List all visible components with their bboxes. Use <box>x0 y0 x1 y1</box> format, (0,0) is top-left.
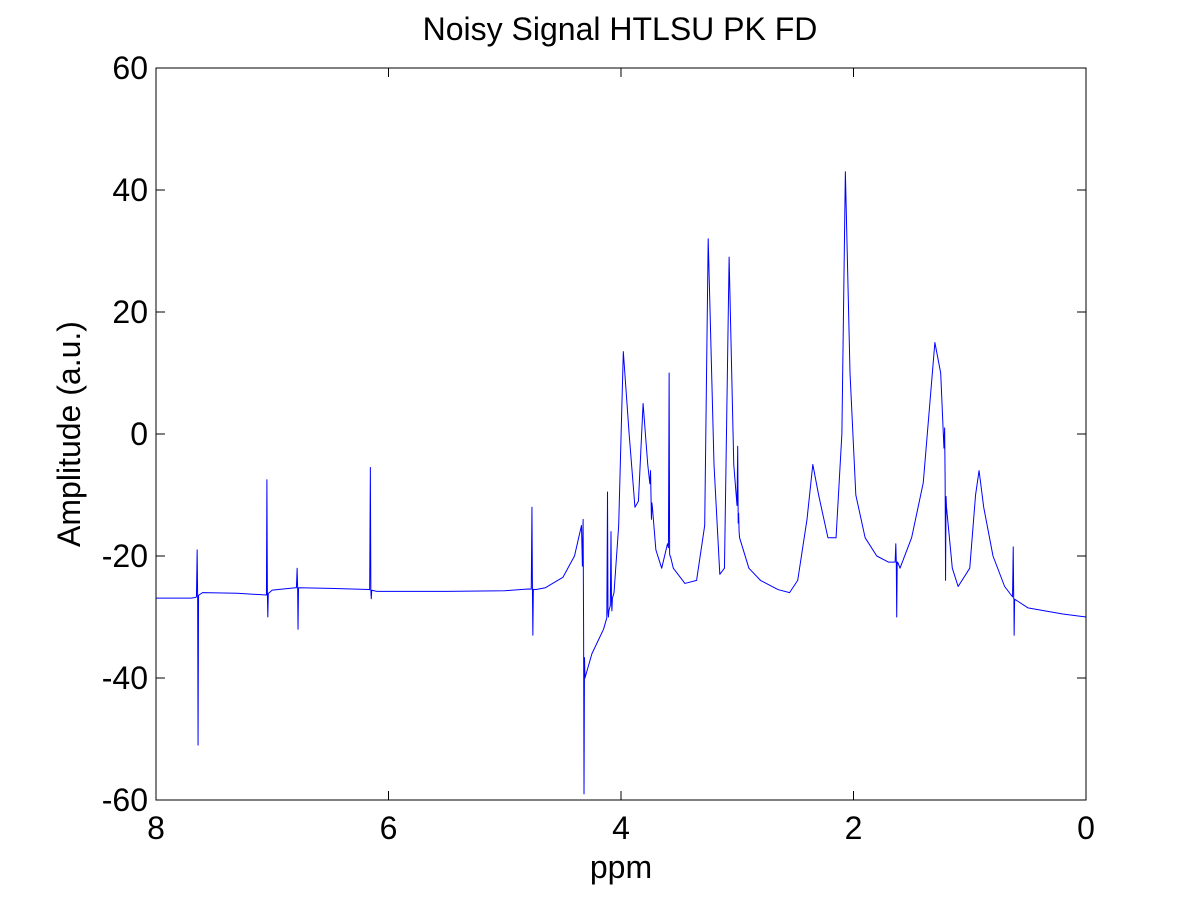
x-tick-label: 2 <box>845 810 863 846</box>
plot-frame <box>155 67 1087 801</box>
y-tick-label: 40 <box>112 172 148 208</box>
series <box>156 171 1087 795</box>
x-tick-label: 0 <box>1077 810 1095 846</box>
y-axis-label: Amplitude (a.u.) <box>51 321 87 547</box>
x-tick-label: 6 <box>380 810 398 846</box>
y-tick-label: 20 <box>112 294 148 330</box>
x-axis-label: ppm <box>590 849 652 885</box>
y-tick-label: 60 <box>112 50 148 86</box>
x-tick-label: 4 <box>612 810 630 846</box>
x-tick-label: 8 <box>147 810 165 846</box>
spectrum-line <box>156 171 1087 795</box>
y-tick-label: -40 <box>102 660 148 696</box>
y-tick-label: 0 <box>130 416 148 452</box>
y-axis-label-group: Amplitude (a.u.) <box>51 321 87 547</box>
y-tick-label: -20 <box>102 538 148 574</box>
chart-title: Noisy Signal HTLSU PK FD <box>423 11 818 47</box>
y-tick-label: -60 <box>102 782 148 818</box>
